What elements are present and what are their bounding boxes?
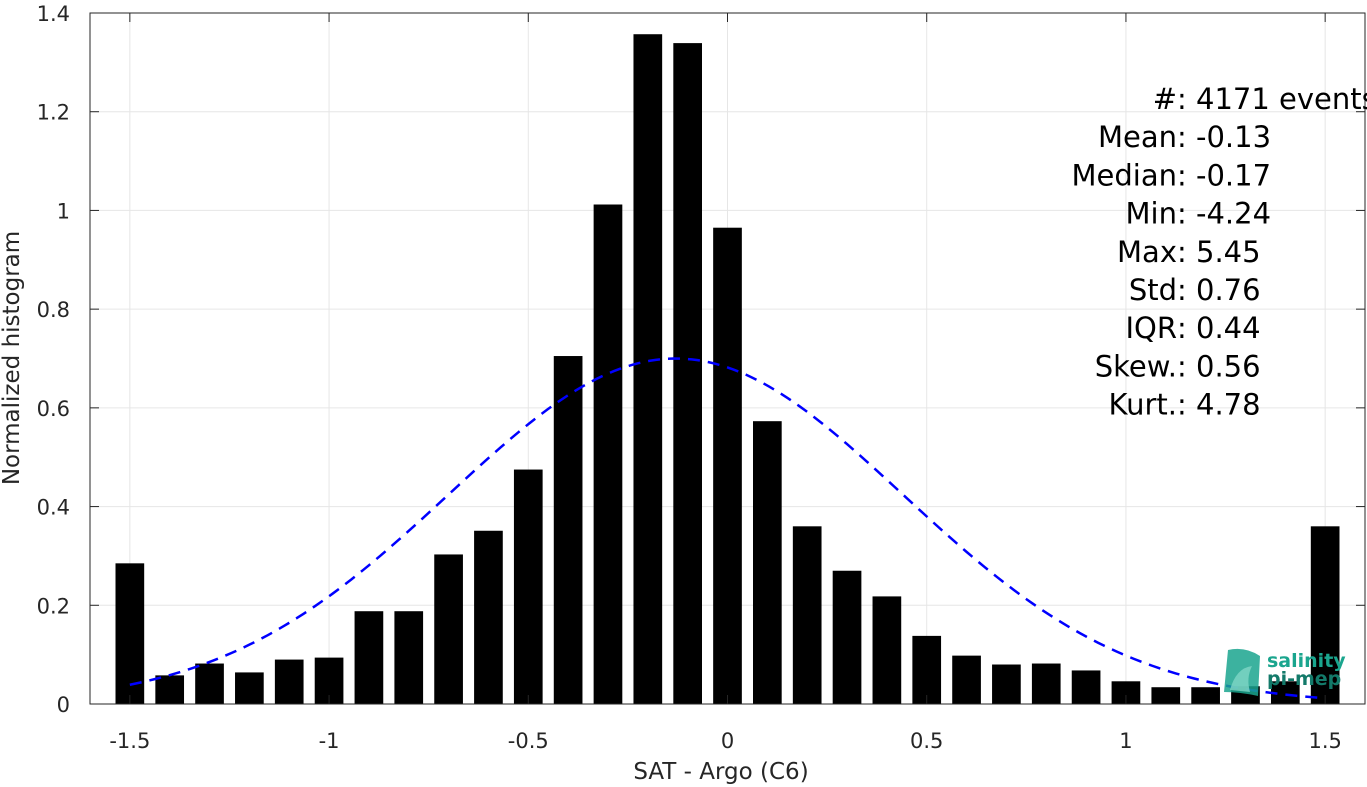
histogram-bar xyxy=(1270,681,1300,704)
x-tick-label: -1 xyxy=(319,729,340,753)
y-tick-label: 0 xyxy=(57,693,70,717)
y-tick-label: 1.2 xyxy=(37,101,70,125)
stat-value: : 4.78 xyxy=(1177,388,1261,422)
histogram-bar xyxy=(952,655,981,704)
histogram-bar xyxy=(633,34,663,704)
histogram-bar xyxy=(912,635,942,704)
normal-fit-curve xyxy=(129,357,1326,700)
histogram-bar xyxy=(872,596,902,704)
stat-label: Kurt. xyxy=(1109,388,1177,422)
stat-label: Median xyxy=(1072,158,1177,192)
stat-value: : -4.24 xyxy=(1177,197,1271,231)
stat-value: : 4171 events xyxy=(1177,82,1367,116)
stat-label: Min xyxy=(1126,197,1177,231)
histogram-bar xyxy=(713,227,742,705)
stat-value: : -0.17 xyxy=(1177,158,1271,192)
histogram-bar xyxy=(115,563,145,704)
histogram-bar xyxy=(1310,526,1340,704)
x-tick-label: 1 xyxy=(1119,729,1132,753)
histogram-bar xyxy=(155,675,185,704)
stat-label: Max xyxy=(1117,235,1177,269)
histogram-bar xyxy=(354,611,384,704)
histogram-bar xyxy=(394,611,424,704)
stat-value: : 0.56 xyxy=(1177,349,1261,383)
y-tick-label: 0.6 xyxy=(37,397,70,421)
y-tick-label: 0.2 xyxy=(37,594,70,618)
y-tick-label: 0.4 xyxy=(37,496,70,520)
histogram-bar xyxy=(513,469,543,704)
histogram-bar xyxy=(474,530,503,704)
histogram-bar xyxy=(673,43,702,705)
logo-text-line1: salinity xyxy=(1267,650,1346,672)
histogram-bar xyxy=(1111,681,1141,704)
x-tick-label: 0 xyxy=(721,729,734,753)
stat-value: : 0.76 xyxy=(1177,273,1261,307)
histogram-bar xyxy=(434,554,463,704)
y-tick-label: 1.4 xyxy=(37,2,70,26)
stat-label: Mean xyxy=(1098,120,1177,154)
stat-label: # xyxy=(1153,82,1177,116)
axis-ticks xyxy=(90,12,1365,705)
stat-label: IQR xyxy=(1125,311,1177,345)
histogram-bar xyxy=(1191,687,1220,704)
histogram-bar xyxy=(235,672,264,704)
y-axis-label: Normalized histogram xyxy=(0,231,25,485)
histogram-bar xyxy=(1071,670,1101,704)
y-tick-label: 0.8 xyxy=(37,298,70,322)
x-tick-label: -1.5 xyxy=(109,729,150,753)
histogram-bars xyxy=(115,34,1340,705)
histogram-bar xyxy=(1151,687,1181,704)
x-tick-label: -0.5 xyxy=(508,729,549,753)
y-tick-labels: 0 0.2 0.4 0.6 0.8 1 1.2 1.4 xyxy=(37,2,70,717)
x-tick-label: 1.5 xyxy=(1308,729,1341,753)
wave-logo-icon xyxy=(1224,648,1260,696)
x-tick-label: 0.5 xyxy=(910,729,943,753)
histogram-bar xyxy=(274,659,304,704)
histogram-bar xyxy=(195,663,224,704)
histogram-bar xyxy=(992,664,1021,704)
histogram-bar xyxy=(753,421,782,704)
histogram-bar xyxy=(593,204,623,704)
logo-text-line2: pi-mep xyxy=(1267,668,1341,690)
x-axis-label: SAT - Argo (C6) xyxy=(633,759,808,785)
stat-value: : 5.45 xyxy=(1177,235,1261,269)
histogram-bar xyxy=(553,356,583,704)
stat-label: Skew. xyxy=(1095,349,1177,383)
stat-label: Std xyxy=(1129,273,1177,307)
stat-value: : -0.13 xyxy=(1177,120,1271,154)
salinity-pimep-logo: salinity pi-mep xyxy=(1224,648,1346,696)
histogram-bar xyxy=(792,526,822,704)
y-tick-label: 1 xyxy=(57,199,70,223)
histogram-bar xyxy=(1031,663,1061,704)
histogram-bar xyxy=(832,570,862,704)
stat-value: : 0.44 xyxy=(1177,311,1261,345)
x-tick-labels: -1.5 -1 -0.5 0 0.5 1 1.5 xyxy=(109,729,1342,753)
